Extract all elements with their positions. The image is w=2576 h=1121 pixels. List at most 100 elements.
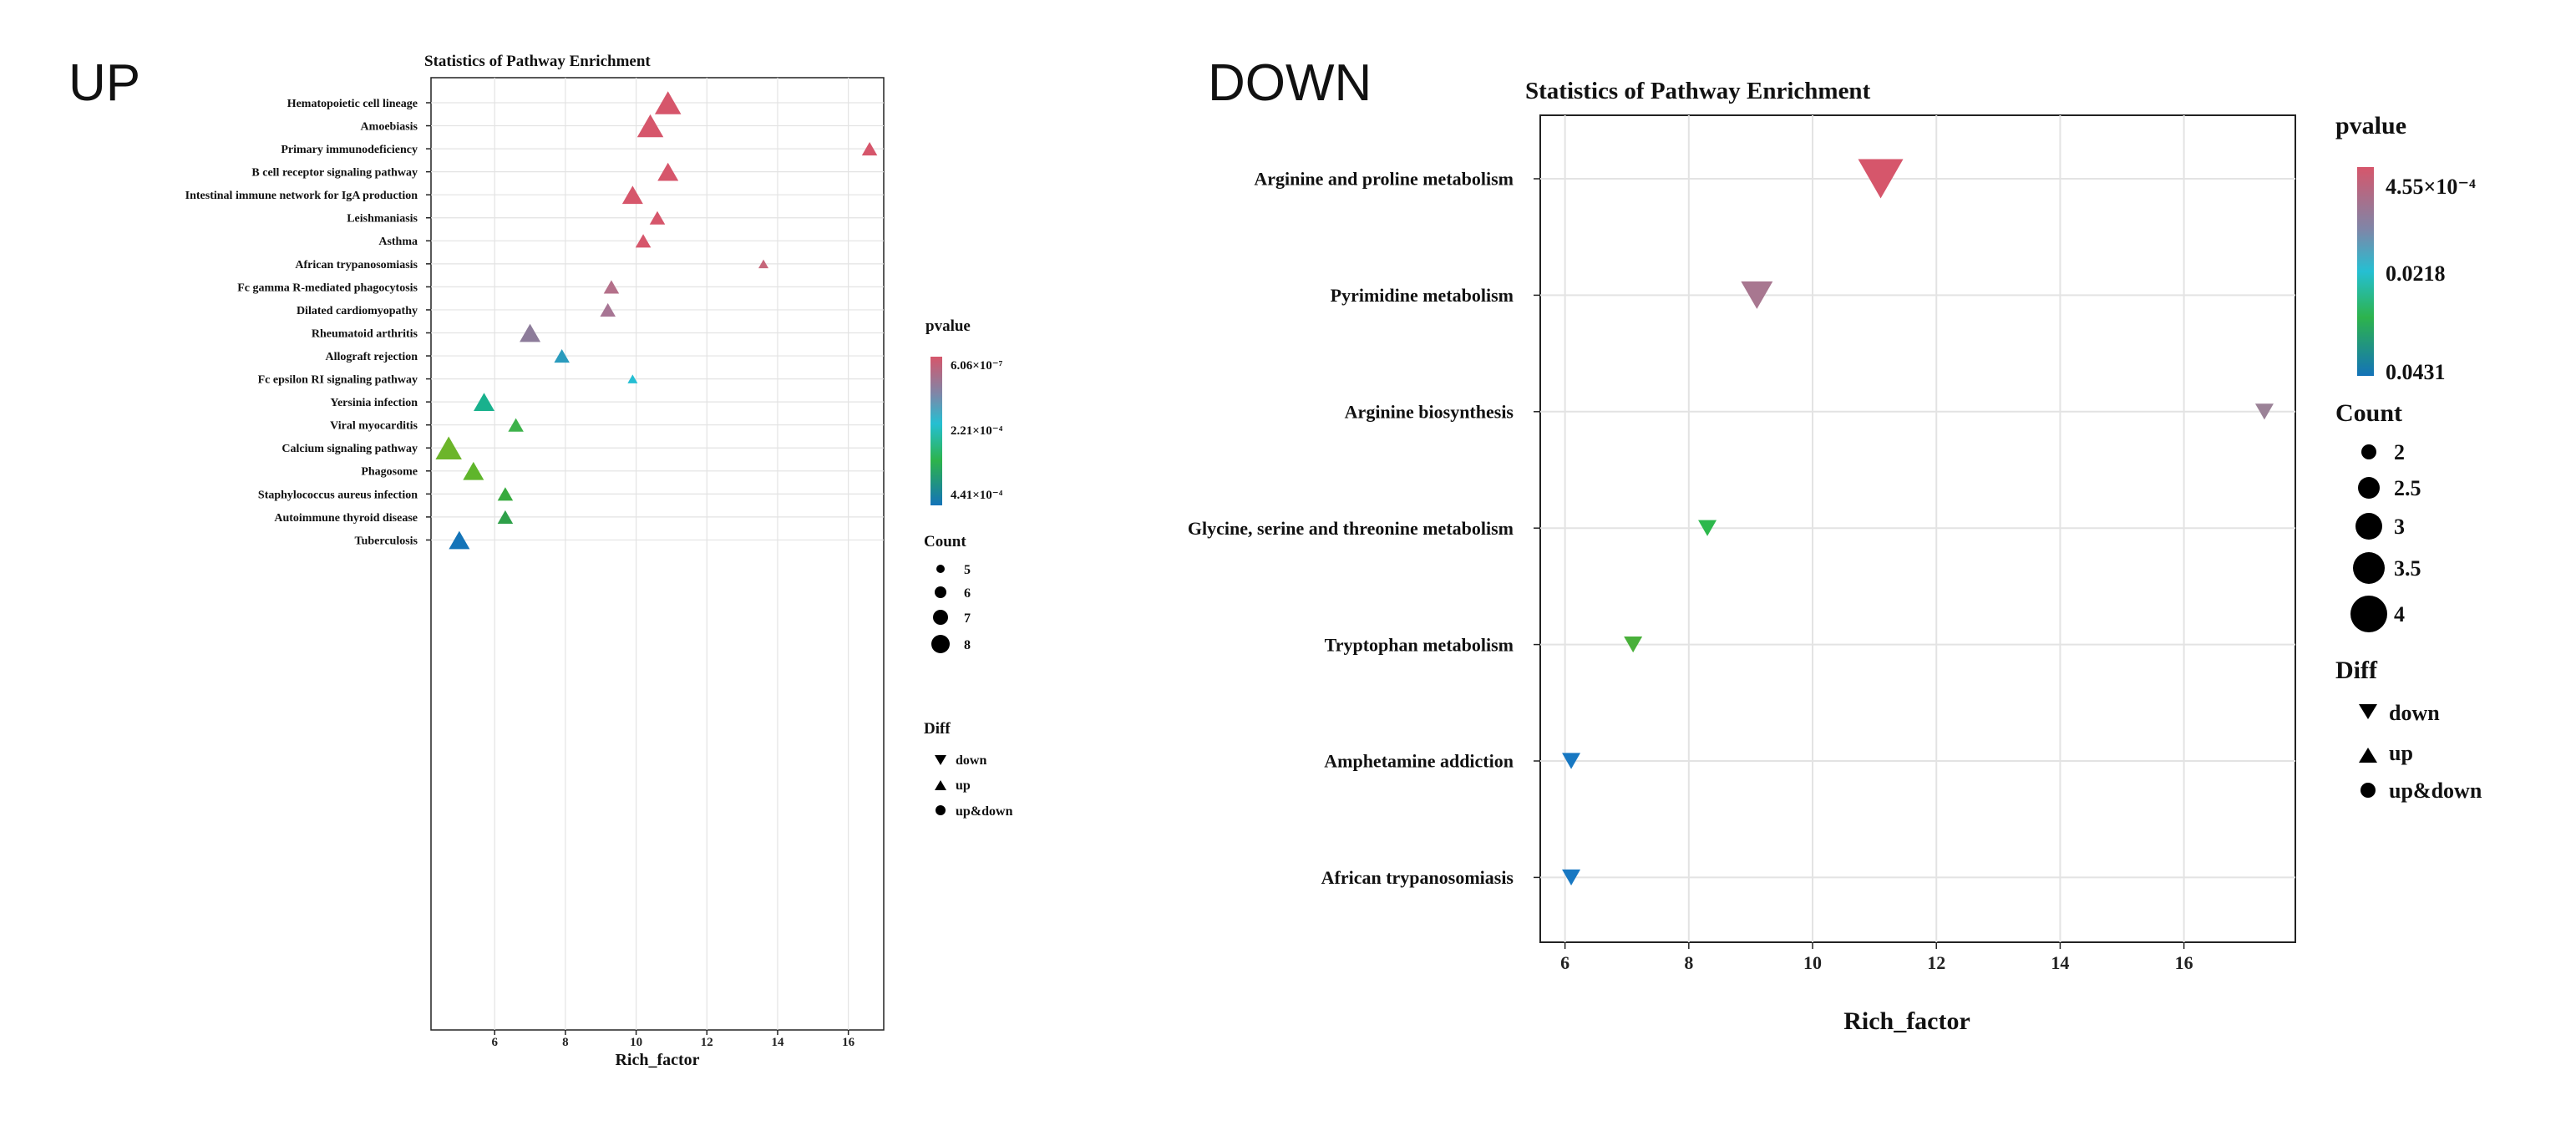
y-tick-label: Staphylococcus aureus infection: [258, 489, 418, 501]
data-point-up-triangle: [497, 510, 514, 524]
data-point-down-triangle: [1858, 159, 1904, 199]
chart-down-legend-pvalue-title: pvalue: [2335, 112, 2406, 139]
chart-up-pvalue-label-low: 4.41×10⁻⁴: [951, 489, 1003, 502]
data-point-up-triangle: [600, 302, 616, 317]
chart-up-x-axis-label: Rich_factor: [615, 1051, 699, 1069]
y-tick-label: Glycine, serine and threonine metabolism: [1188, 518, 1514, 539]
chart-down-count-key-3-5: [2353, 552, 2385, 584]
chart-down-pvalue-colorbar: [2357, 167, 2374, 376]
chart-up-count-key-5: [936, 565, 945, 573]
chart-up-x-ticks: 6 8 10 12 14 16: [491, 1030, 855, 1049]
chart-down-pvalue-label-low: 0.0431: [2386, 360, 2446, 384]
data-point-up-triangle: [635, 234, 652, 248]
chart-down: Statistics of Pathway Enrichment Arginin…: [1188, 78, 2482, 1035]
y-tick-label: Allograft rejection: [325, 351, 418, 363]
y-tick-label: Autoimmune thyroid disease: [274, 512, 418, 525]
chart-down-diff-key-up-icon: [2359, 748, 2377, 763]
data-point-down-triangle: [2254, 403, 2274, 420]
data-point-up-triangle: [497, 487, 514, 501]
data-point-up-triangle: [463, 461, 484, 480]
y-tick-label: Amphetamine addiction: [1324, 751, 1514, 772]
x-tick-label: 10: [630, 1036, 642, 1049]
x-tick-label: 12: [701, 1036, 713, 1049]
x-tick-label: 10: [1803, 952, 1822, 973]
data-point-down-triangle: [1698, 520, 1717, 536]
chart-down-diff-label-up: up: [2389, 741, 2413, 765]
y-tick-label: Phagosome: [361, 466, 418, 479]
data-point-up-triangle: [649, 211, 666, 225]
chart-down-x-ticks: 6 8 10 12 14 16: [1560, 942, 2193, 973]
chart-down-data-points: [1562, 159, 2274, 885]
data-point-up-triangle: [474, 393, 495, 412]
data-point-down-triangle: [1562, 869, 1581, 885]
chart-down-count-label-3-5: 3.5: [2394, 556, 2421, 581]
y-tick-label: Leishmaniasis: [347, 213, 418, 226]
chart-down-pvalue-label-high: 4.55×10⁻⁴: [2386, 175, 2476, 199]
data-point-down-triangle: [1562, 753, 1581, 769]
chart-down-count-label-3: 3: [2394, 515, 2405, 539]
y-tick-label: African trypanosomiasis: [1321, 867, 1514, 888]
chart-up-pvalue-colorbar: [931, 357, 942, 505]
chart-up-count-label-8: 8: [964, 638, 971, 652]
y-tick-label: Tryptophan metabolism: [1325, 634, 1514, 655]
chart-up-title: Statistics of Pathway Enrichment: [424, 53, 651, 70]
chart-down-pvalue-label-mid: 0.0218: [2386, 261, 2446, 286]
y-tick-label: Viral myocarditis: [330, 420, 418, 433]
y-tick-label: African trypanosomiasis: [295, 259, 418, 271]
chart-down-gridlines: [1540, 115, 2295, 942]
x-tick-label: 8: [562, 1036, 569, 1049]
chart-down-count-label-4: 4: [2394, 602, 2405, 626]
chart-down-diff-key-down-icon: [2359, 704, 2377, 719]
chart-up-diff-label-updown: up&down: [956, 804, 1013, 819]
chart-up-count-label-7: 7: [964, 611, 971, 626]
y-tick-label: Asthma: [378, 236, 418, 248]
y-tick-label: Arginine and proline metabolism: [1254, 169, 1514, 190]
chart-up-data-points: [435, 91, 878, 550]
x-tick-label: 6: [491, 1036, 498, 1049]
data-point-up-triangle: [449, 530, 470, 550]
chart-up-diff-key-down-icon: [935, 755, 946, 765]
y-tick-label: Primary immunodeficiency: [281, 144, 418, 156]
y-tick-label: Rheumatoid arthritis: [312, 327, 418, 340]
data-point-up-triangle: [758, 259, 769, 269]
data-point-down-triangle: [1741, 281, 1773, 309]
chart-down-count-key-2: [2361, 444, 2376, 459]
chart-up-count-label-5: 5: [964, 563, 971, 577]
chart-down-count-key-2-5: [2358, 477, 2380, 499]
x-tick-label: 6: [1560, 952, 1569, 973]
data-point-up-triangle: [554, 349, 570, 363]
data-point-up-triangle: [435, 436, 462, 459]
chart-down-y-tick-labels: Arginine and proline metabolism Pyrimidin…: [1188, 169, 1540, 888]
x-tick-label: 14: [2051, 952, 2069, 973]
chart-up-legend-pvalue-title: pvalue: [925, 317, 971, 335]
chart-up-legend-diff-title: Diff: [924, 720, 951, 738]
chart-up-y-tick-labels: Hematopoietic cell lineage Amoebiasis Prim…: [185, 98, 431, 547]
chart-down-count-label-2: 2: [2394, 440, 2405, 464]
y-tick-label: Arginine biosynthesis: [1345, 402, 1514, 423]
y-tick-label: Yersinia infection: [330, 397, 418, 409]
chart-up-diff-label-up: up: [956, 779, 971, 793]
chart-down-count-key-4: [2350, 596, 2387, 632]
x-tick-label: 8: [1684, 952, 1693, 973]
panel-heading-up: UP: [68, 54, 140, 112]
chart-up-diff-key-updown-icon: [936, 805, 946, 815]
data-point-up-triangle: [654, 91, 682, 114]
data-point-up-triangle: [508, 418, 524, 432]
chart-up-count-key-8: [931, 635, 950, 653]
y-tick-label: Fc gamma R-mediated phagocytosis: [237, 282, 418, 294]
chart-up-count-key-7: [933, 610, 948, 625]
y-tick-label: Amoebiasis: [361, 120, 418, 133]
chart-up-pvalue-label-mid: 2.21×10⁻⁴: [951, 424, 1003, 438]
chart-down-diff-label-updown: up&down: [2389, 779, 2482, 803]
data-point-up-triangle: [621, 185, 643, 205]
chart-down-title: Statistics of Pathway Enrichment: [1525, 78, 1871, 104]
data-point-up-triangle: [657, 162, 679, 181]
chart-up-pvalue-label-high: 6.06×10⁻⁷: [951, 359, 1003, 373]
chart-down-diff-key-updown-icon: [2360, 783, 2376, 798]
chart-down-count-label-2-5: 2.5: [2394, 476, 2421, 500]
chart-up-legend-count-title: Count: [924, 533, 966, 550]
chart-down-x-axis-label: Rich_factor: [1843, 1007, 1970, 1035]
chart-up: Statistics of Pathway Enrichment Hematop…: [185, 53, 1013, 1069]
y-tick-label: Fc epsilon RI signaling pathway: [258, 374, 418, 387]
panel-heading-down: DOWN: [1208, 54, 1372, 112]
